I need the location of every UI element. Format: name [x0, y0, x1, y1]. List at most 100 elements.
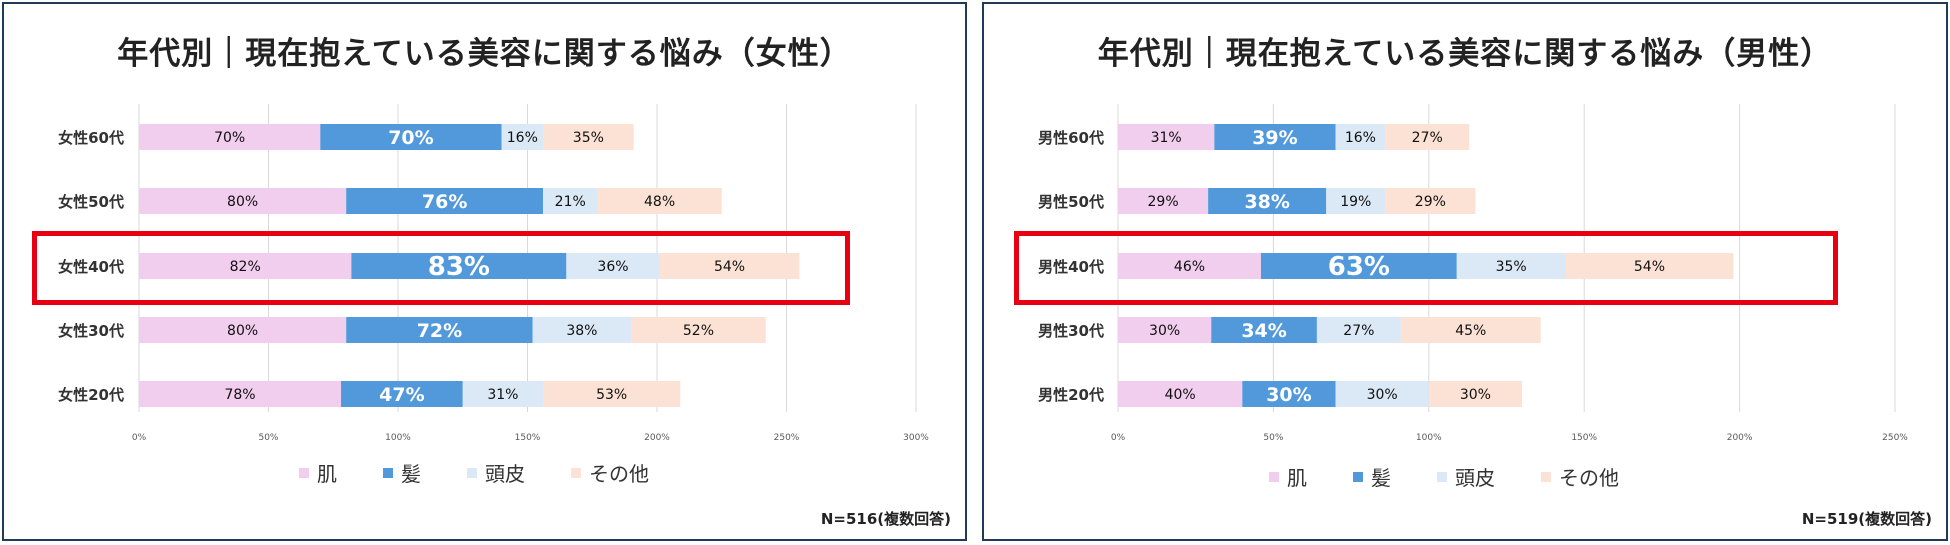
x-tick-label: 50% — [258, 433, 278, 443]
x-tick-label: 250% — [1882, 433, 1908, 443]
data-label-skin-f-20s: 78% — [224, 387, 255, 403]
data-label-skin-m-40s: 46% — [1174, 259, 1205, 275]
bar-scalp-f-50s — [543, 188, 598, 214]
bar-scalp-m-20s — [1335, 381, 1429, 407]
x-tick-label: 0% — [1111, 433, 1126, 443]
bar-other-m-20s — [1428, 381, 1523, 407]
x-tick-label: 50% — [1263, 433, 1283, 443]
bar-other-f-60s — [543, 124, 634, 150]
data-label-skin-f-60s: 70% — [214, 130, 245, 146]
legend-item-other: その他 — [1541, 462, 1619, 491]
category-label-m-50s: 男性50代 — [1038, 193, 1104, 211]
data-label-hair-f-20s: 47% — [379, 384, 424, 406]
chart-plot: 0% 50% 100% 150% 200% 250% 300% 女性60代 70% 70% 16% 3… — [58, 104, 929, 443]
category-label-f-50s: 女性50代 — [58, 193, 124, 211]
data-label-scalp-m-20s: 30% — [1367, 387, 1398, 403]
data-label-hair-f-60s: 70% — [388, 127, 433, 149]
highlight-box — [32, 231, 850, 305]
bar-skin-m-60s — [1118, 124, 1215, 150]
bar-skin-f-60s — [139, 124, 321, 150]
data-label-scalp-m-30s: 27% — [1343, 323, 1374, 339]
legend-swatch — [1269, 471, 1279, 482]
legend-label: 肌 — [1287, 466, 1307, 490]
chart-title: 年代別｜現在抱えている美容に関する悩み（男性） — [1097, 36, 1833, 72]
legend-label: 髪 — [1371, 466, 1391, 490]
data-label-scalp-f-30s: 38% — [566, 323, 597, 339]
data-label-hair-f-30s: 72% — [417, 320, 462, 342]
data-label-skin-m-30s: 30% — [1149, 323, 1180, 339]
sample-size-note: N=519(複数回答) — [1801, 510, 1932, 528]
data-label-other-f-40s: 54% — [714, 259, 745, 275]
bar-hair-m-30s — [1211, 317, 1317, 343]
data-label-skin-m-60s: 31% — [1151, 130, 1182, 146]
data-label-skin-f-30s: 80% — [227, 323, 258, 339]
data-label-scalp-f-40s: 36% — [597, 259, 628, 275]
data-label-other-m-40s: 54% — [1634, 259, 1665, 275]
data-label-scalp-m-60s: 16% — [1345, 130, 1376, 146]
chart-panel-male: 年代別｜現在抱えている美容に関する悩み（男性） 0% 50% 100% 150% 200… — [982, 2, 1948, 541]
data-label-skin-f-40s: 82% — [230, 259, 261, 275]
x-tick-label: 200% — [644, 433, 670, 443]
chart-legend: 肌 髪 頭皮 その他 — [299, 458, 649, 487]
bar-scalp-f-60s — [501, 124, 544, 150]
bar-scalp-f-30s — [532, 317, 632, 343]
legend-label: その他 — [589, 462, 649, 486]
legend-swatch — [383, 467, 393, 478]
data-label-scalp-f-60s: 16% — [507, 130, 538, 146]
bar-scalp-m-50s — [1326, 188, 1386, 214]
legend-swatch — [1353, 471, 1363, 482]
category-label-m-30s: 男性30代 — [1038, 322, 1104, 340]
legend-label: 頭皮 — [485, 462, 525, 486]
legend-swatch — [1437, 471, 1447, 482]
bar-hair-m-40s — [1260, 253, 1457, 279]
chart-panel-female: 年代別｜現在抱えている美容に関する悩み（女性） 0% 50% 100% 150% 200… — [2, 2, 967, 541]
data-label-hair-m-60s: 39% — [1252, 127, 1297, 149]
x-tick-label: 150% — [1571, 433, 1597, 443]
legend-swatch — [467, 467, 477, 478]
highlight-box — [1014, 231, 1838, 305]
bar-hair-f-50s — [346, 188, 544, 214]
sample-size-note: N=516(複数回答) — [820, 510, 951, 528]
legend-item-scalp: 頭皮 — [1437, 462, 1495, 491]
x-tick-label: 200% — [1727, 433, 1753, 443]
bar-hair-m-50s — [1208, 188, 1327, 214]
legend-item-skin: 肌 — [1269, 462, 1307, 491]
bar-scalp-m-30s — [1316, 317, 1401, 343]
data-label-hair-m-40s: 63% — [1328, 252, 1390, 282]
category-label-m-40s: 男性40代 — [1038, 258, 1104, 276]
legend-swatch — [299, 467, 309, 478]
legend-label: 頭皮 — [1455, 466, 1495, 490]
x-tick-label: 300% — [903, 433, 929, 443]
bar-hair-f-30s — [346, 317, 533, 343]
category-label-m-60s: 男性60代 — [1038, 129, 1104, 147]
bar-scalp-m-60s — [1335, 124, 1386, 150]
bar-scalp-f-40s — [566, 253, 660, 279]
legend-label: 髪 — [401, 462, 421, 486]
legend-label: その他 — [1559, 466, 1619, 490]
bar-skin-f-40s — [139, 253, 352, 279]
data-label-skin-m-50s: 29% — [1148, 194, 1179, 210]
bar-other-f-20s — [543, 381, 681, 407]
bar-other-m-40s — [1565, 253, 1734, 279]
bar-other-f-50s — [597, 188, 722, 214]
data-label-scalp-f-50s: 21% — [555, 194, 586, 210]
bar-other-m-60s — [1385, 124, 1470, 150]
data-label-other-f-60s: 35% — [573, 130, 604, 146]
legend-swatch — [1541, 471, 1551, 482]
bar-other-f-40s — [659, 253, 800, 279]
x-tick-label: 100% — [385, 433, 411, 443]
bar-other-m-30s — [1400, 317, 1541, 343]
bar-hair-f-40s — [351, 253, 567, 279]
legend-swatch — [571, 467, 581, 478]
x-tick-label: 100% — [1416, 433, 1442, 443]
category-label-m-20s: 男性20代 — [1038, 386, 1104, 404]
chart-legend: 肌 髪 頭皮 その他 — [1269, 462, 1619, 491]
bar-skin-f-20s — [139, 381, 342, 407]
bar-skin-m-20s — [1118, 381, 1243, 407]
data-label-scalp-m-40s: 35% — [1496, 259, 1527, 275]
data-label-hair-m-20s: 30% — [1266, 384, 1311, 406]
chart-plot: 0% 50% 100% 150% 200% 250% 男性60代 31% 39% 16% 27% 男性… — [1038, 104, 1908, 443]
bar-hair-m-20s — [1242, 381, 1336, 407]
bar-hair-m-60s — [1214, 124, 1336, 150]
category-label-f-40s: 女性40代 — [58, 258, 124, 276]
